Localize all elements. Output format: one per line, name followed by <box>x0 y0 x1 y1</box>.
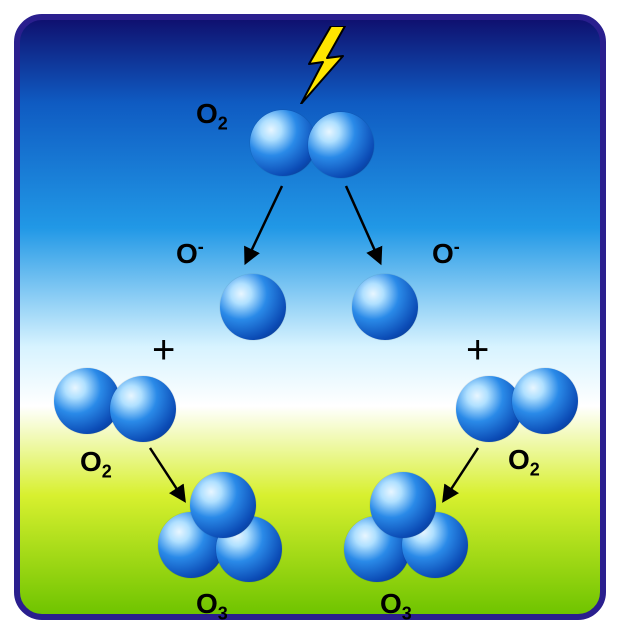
label-o3_r: O3 <box>380 590 412 618</box>
lightning-icon <box>296 26 350 104</box>
diagram-frame <box>14 14 606 620</box>
label-o2_top: O2 <box>196 100 228 128</box>
plus-left: + <box>152 330 175 370</box>
atom-o_left-0 <box>220 274 286 340</box>
atom-o2_top-1 <box>308 112 374 178</box>
label-ominus_l: O- <box>176 240 204 268</box>
atom-o2_top-0 <box>250 110 316 176</box>
diagram-stage: + + O2 O- O- O2 O2 O3 O3 <box>0 0 620 634</box>
atom-o3_r-2 <box>370 472 436 538</box>
atom-o3_l-2 <box>190 472 256 538</box>
atom-o2_br-1 <box>512 368 578 434</box>
atom-o2_bl-1 <box>110 376 176 442</box>
label-o2_br: O2 <box>508 446 540 474</box>
label-ominus_r: O- <box>432 240 460 268</box>
label-o3_l: O3 <box>196 590 228 618</box>
label-o2_bl: O2 <box>80 448 112 476</box>
atom-o_right-0 <box>352 274 418 340</box>
plus-right: + <box>466 330 489 370</box>
